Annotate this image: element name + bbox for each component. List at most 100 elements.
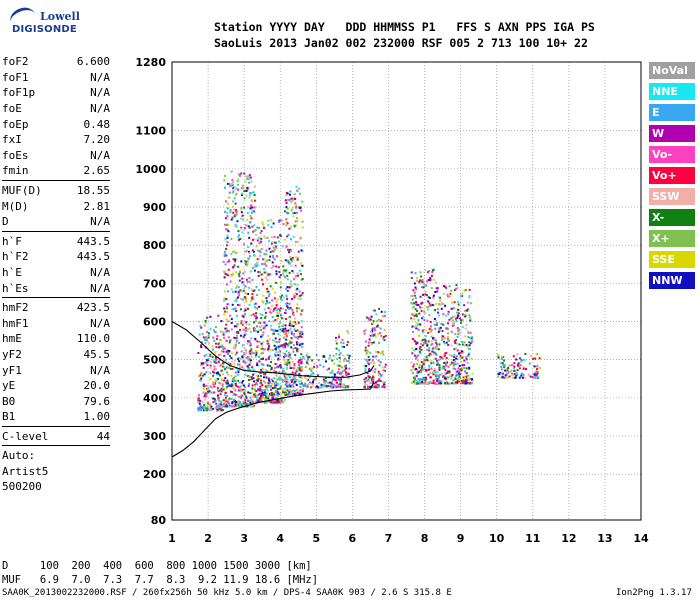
echo-point [296,303,299,306]
echo-point [284,379,287,381]
legend: NoVal NNE E W Vo- Vo+ SSW X- X+ SSE NNW [649,62,695,293]
echo-point [436,378,439,380]
echo-point [264,236,267,239]
echo-point [320,385,323,388]
echo-point [252,298,255,301]
echo-point [249,343,252,345]
echo-point [298,290,301,293]
echo-point [250,391,253,394]
echo-point [253,328,256,331]
echo-point [367,341,370,344]
echo-point [372,320,375,323]
echo-point [274,291,277,294]
echo-point [231,205,234,208]
echo-point [236,334,239,337]
echo-point [446,337,449,340]
echo-point [224,391,227,394]
echo-point [336,358,339,360]
echo-point [364,349,367,352]
echo-point [246,355,249,358]
echo-point [266,396,269,399]
echo-point [246,375,249,378]
param-row: h`E N/A [2,265,110,281]
echo-point [328,381,331,384]
echo-point [518,367,521,370]
echo-point [460,380,463,382]
echo-point [250,348,253,351]
echo-point [278,399,281,402]
echo-point [297,297,300,300]
echo-point [463,364,466,367]
echo-point [531,376,534,379]
echo-point [296,217,299,220]
echo-point [436,290,439,293]
echo-point [284,374,287,377]
echo-point [226,310,229,313]
echo-point [236,296,239,299]
echo-point [293,344,295,346]
legend-item: NoVal [649,62,695,79]
echo-point [436,308,439,311]
echo-point [227,274,229,277]
echo-point [444,337,446,340]
echo-point [448,285,451,288]
echo-point [239,328,241,331]
echo-point [227,268,230,271]
echo-point [429,304,432,307]
echo-point [288,389,291,391]
echo-point [291,370,294,373]
echo-point [527,373,530,376]
echo-point [279,385,282,388]
echo-point [277,393,279,396]
echo-point [232,266,235,269]
echo-point [271,383,274,386]
echo-point [455,347,458,350]
echo-point [378,307,381,310]
echo-point [454,381,457,384]
echo-point [235,380,238,383]
echo-point [315,354,318,357]
echo-point [278,328,281,331]
echo-point [461,367,464,370]
echo-point [244,313,246,316]
echo-point [340,371,343,374]
echo-point [273,399,276,402]
echo-point [283,391,286,394]
echo-point [301,358,303,361]
param-key: yE [2,379,16,393]
echo-point [258,360,261,363]
echo-point [254,263,257,266]
echo-point [248,196,251,199]
echo-point [251,249,254,252]
echo-point [291,391,293,394]
echo-point [375,386,378,389]
echo-point [217,397,220,400]
echo-point [257,275,260,277]
echo-point [247,379,250,381]
echo-point [293,193,296,196]
echo-point [225,340,228,342]
echo-point [277,357,280,360]
echo-point [281,389,284,392]
echo-point [260,324,263,327]
echo-point [300,320,303,323]
echo-point [291,212,294,215]
echo-point [239,237,242,240]
echo-point [337,368,340,371]
echo-point [240,396,243,399]
echo-point [262,357,264,360]
echo-point [536,368,538,371]
echo-point [274,388,277,391]
echo-point [214,401,217,404]
echo-point [498,373,501,376]
echo-point [421,281,424,284]
echo-point [426,381,429,384]
echo-point [259,385,262,388]
echo-point [424,329,427,331]
echo-point [301,342,304,345]
echo-point [248,226,251,229]
echo-point [340,366,343,369]
echo-point [461,292,464,295]
echo-point [413,318,416,321]
echo-point [263,321,266,324]
